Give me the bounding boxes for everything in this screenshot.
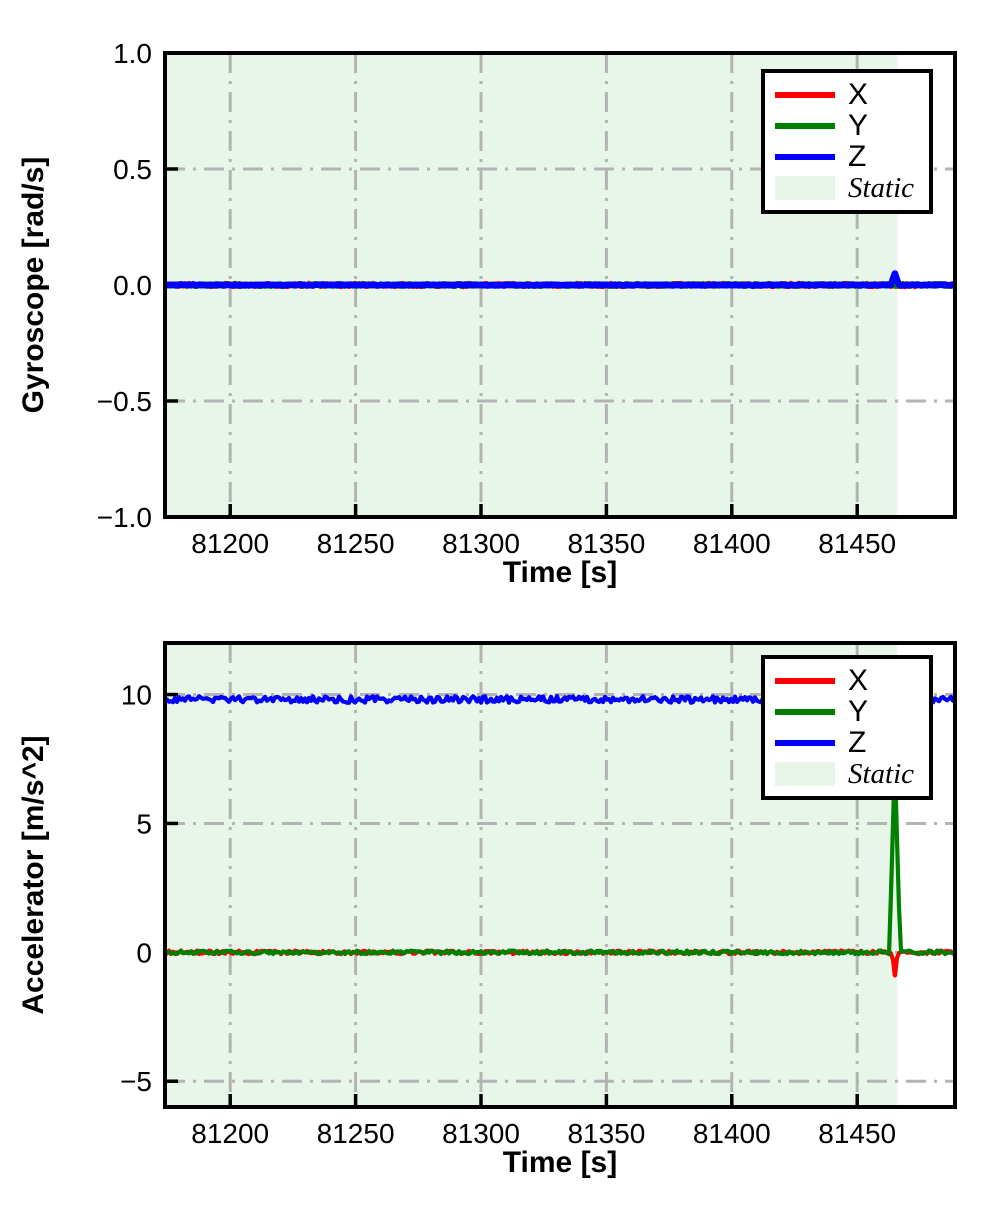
plot-border <box>163 641 957 1109</box>
x-tick-mark <box>730 504 734 517</box>
legend-x-swatch <box>775 677 835 684</box>
x-tick-mark <box>855 1094 859 1107</box>
x-tick-mark <box>228 1094 232 1107</box>
legend-entry-y: Y <box>775 110 919 141</box>
x-tick-mark <box>479 1094 483 1107</box>
gyroscope-y-axis-label: Gyroscope [rad/s] <box>17 156 50 414</box>
legend-y-label: Y <box>848 694 869 728</box>
y-tick-label: 5 <box>136 808 152 839</box>
y-tick-mark <box>165 1079 178 1083</box>
legend-entry-y: Y <box>775 696 919 727</box>
legend-z-label: Z <box>848 140 867 174</box>
legend-entry-x: X <box>775 665 919 696</box>
legend-entry-x: X <box>775 79 919 110</box>
y-tick-label: 10 <box>121 680 152 711</box>
x-tick-mark <box>353 1094 358 1107</box>
legend-static-label: Static <box>848 171 915 204</box>
legend-entry-static: Static <box>775 759 919 790</box>
x-tick-label: 81250 <box>317 1118 395 1149</box>
y-tick-mark <box>165 821 178 826</box>
legend-x-label: X <box>848 663 869 697</box>
time-x-axis-label-bottom: Time [s] <box>502 1146 618 1179</box>
legend-gyroscope: X Y Z Static <box>761 69 933 214</box>
x-tick-label: 81450 <box>818 528 896 559</box>
x-tick-mark <box>479 504 483 517</box>
x-tick-mark <box>855 504 859 517</box>
x-tick-mark <box>730 1094 734 1107</box>
series-y-line <box>164 758 956 957</box>
x-tick-mark <box>604 504 609 517</box>
legend-x-label: X <box>848 77 869 111</box>
legend-x-swatch <box>775 91 835 98</box>
legend-y-label: Y <box>848 108 869 142</box>
y-tick-label: 0.5 <box>113 154 152 185</box>
x-tick-label: 81300 <box>442 528 520 559</box>
legend-entry-z: Z <box>775 142 919 173</box>
y-tick-mark <box>165 399 178 403</box>
x-tick-label: 81200 <box>191 528 269 559</box>
time-x-axis-label-top: Time [s] <box>502 556 618 589</box>
x-tick-mark <box>353 504 358 517</box>
x-tick-label: 81350 <box>567 528 645 559</box>
legend-static-swatch <box>775 762 835 787</box>
x-tick-label: 81350 <box>567 1118 645 1149</box>
x-tick-label: 81450 <box>818 1118 896 1149</box>
x-tick-label: 81400 <box>693 528 771 559</box>
y-tick-label: 0.0 <box>113 270 152 301</box>
legend-static-swatch <box>775 176 835 201</box>
y-tick-label: −5 <box>120 1066 152 1097</box>
legend-z-swatch <box>775 740 835 747</box>
legend-y-swatch <box>775 708 835 715</box>
x-tick-label: 81400 <box>693 1118 771 1149</box>
legend-entry-static: Static <box>775 173 919 204</box>
y-tick-label: 1.0 <box>113 38 152 69</box>
y-tick-label: −0.5 <box>97 386 152 417</box>
y-tick-label: −1.0 <box>97 502 152 533</box>
x-tick-mark <box>228 504 232 517</box>
plot-border <box>163 51 957 519</box>
y-tick-mark <box>165 692 178 697</box>
legend-accelerator: X Y Z Static <box>761 655 933 800</box>
legend-entry-z: Z <box>775 728 919 759</box>
legend-z-swatch <box>775 154 835 161</box>
y-tick-mark <box>165 167 178 171</box>
accelerator-y-axis-label: Accelerator [m/s^2] <box>17 735 50 1015</box>
legend-static-label: Static <box>848 757 915 790</box>
x-tick-label: 81200 <box>191 1118 269 1149</box>
x-tick-label: 81300 <box>442 1118 520 1149</box>
x-tick-mark <box>604 1094 609 1107</box>
legend-y-swatch <box>775 122 835 129</box>
legend-z-label: Z <box>848 726 867 760</box>
series-z-line <box>163 270 957 289</box>
y-tick-label: 0 <box>136 937 152 968</box>
x-tick-label: 81250 <box>317 528 395 559</box>
